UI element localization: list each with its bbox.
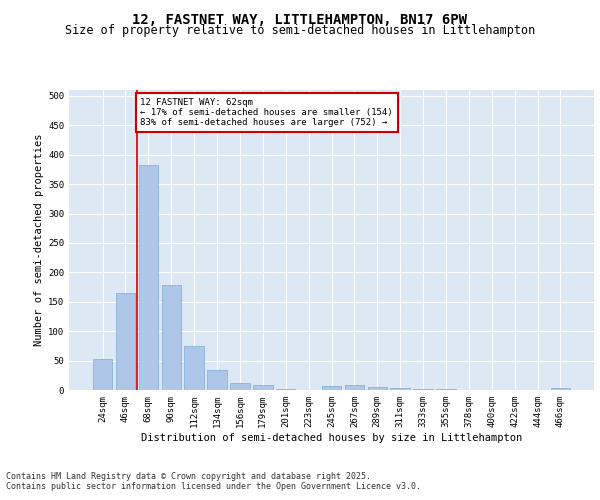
Bar bbox=[116, 293, 135, 390]
Bar bbox=[413, 389, 433, 390]
Bar bbox=[230, 383, 250, 390]
Bar bbox=[161, 286, 181, 390]
X-axis label: Distribution of semi-detached houses by size in Littlehampton: Distribution of semi-detached houses by … bbox=[141, 432, 522, 442]
Bar bbox=[322, 386, 341, 390]
Bar bbox=[344, 386, 364, 390]
Text: 12, FASTNET WAY, LITTLEHAMPTON, BN17 6PW: 12, FASTNET WAY, LITTLEHAMPTON, BN17 6PW bbox=[133, 12, 467, 26]
Y-axis label: Number of semi-detached properties: Number of semi-detached properties bbox=[34, 134, 44, 346]
Bar bbox=[253, 386, 272, 390]
Text: Contains HM Land Registry data © Crown copyright and database right 2025.: Contains HM Land Registry data © Crown c… bbox=[6, 472, 371, 481]
Bar bbox=[184, 346, 204, 390]
Bar bbox=[391, 388, 410, 390]
Bar bbox=[368, 387, 387, 390]
Text: Size of property relative to semi-detached houses in Littlehampton: Size of property relative to semi-detach… bbox=[65, 24, 535, 37]
Text: 12 FASTNET WAY: 62sqm
← 17% of semi-detached houses are smaller (154)
83% of sem: 12 FASTNET WAY: 62sqm ← 17% of semi-deta… bbox=[140, 98, 393, 128]
Bar bbox=[551, 388, 570, 390]
Bar bbox=[139, 164, 158, 390]
Bar bbox=[208, 370, 227, 390]
Bar bbox=[93, 360, 112, 390]
Text: Contains public sector information licensed under the Open Government Licence v3: Contains public sector information licen… bbox=[6, 482, 421, 491]
Bar bbox=[276, 389, 295, 390]
